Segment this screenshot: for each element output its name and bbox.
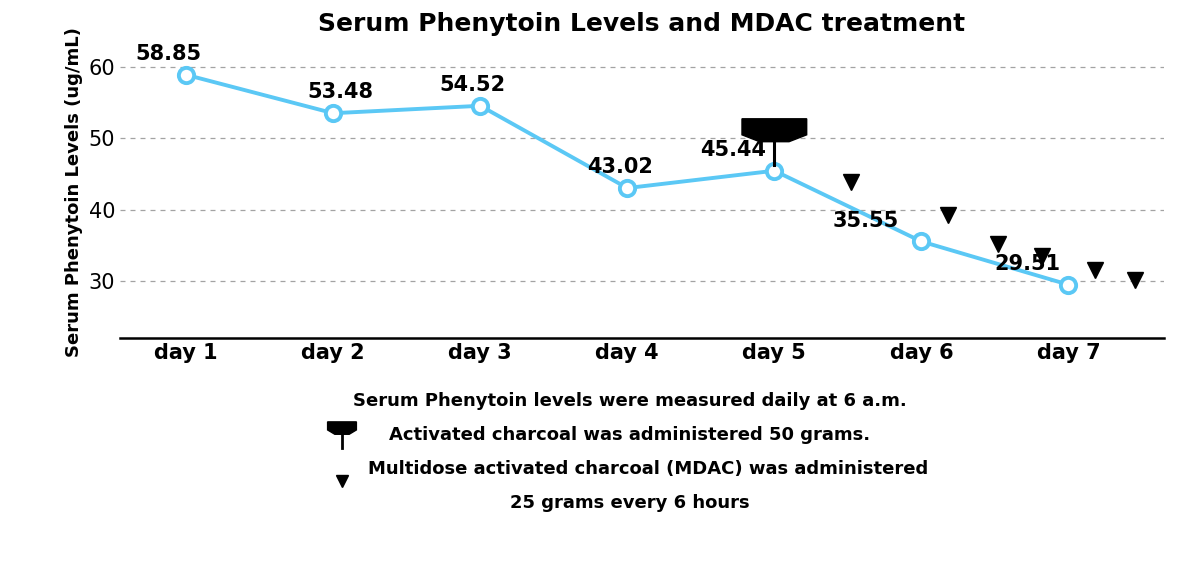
Polygon shape xyxy=(328,422,356,434)
Text: Activated charcoal was administered 50 grams.: Activated charcoal was administered 50 g… xyxy=(390,426,870,444)
Text: 53.48: 53.48 xyxy=(307,82,373,103)
Text: Multidose activated charcoal (MDAC) was administered: Multidose activated charcoal (MDAC) was … xyxy=(368,460,929,478)
Text: 54.52: 54.52 xyxy=(440,75,506,95)
Text: 45.44: 45.44 xyxy=(700,140,766,160)
Polygon shape xyxy=(742,119,806,142)
Text: 35.55: 35.55 xyxy=(833,211,899,231)
Text: 43.02: 43.02 xyxy=(587,157,653,177)
Text: 29.51: 29.51 xyxy=(994,254,1061,274)
Text: 58.85: 58.85 xyxy=(136,44,202,64)
Text: 25 grams every 6 hours: 25 grams every 6 hours xyxy=(510,494,750,512)
Y-axis label: Serum Phenytoin Levels (ug/mL): Serum Phenytoin Levels (ug/mL) xyxy=(65,27,83,356)
Title: Serum Phenytoin Levels and MDAC treatment: Serum Phenytoin Levels and MDAC treatmen… xyxy=(318,12,966,36)
Text: Serum Phenytoin levels were measured daily at 6 a.m.: Serum Phenytoin levels were measured dai… xyxy=(353,392,907,410)
